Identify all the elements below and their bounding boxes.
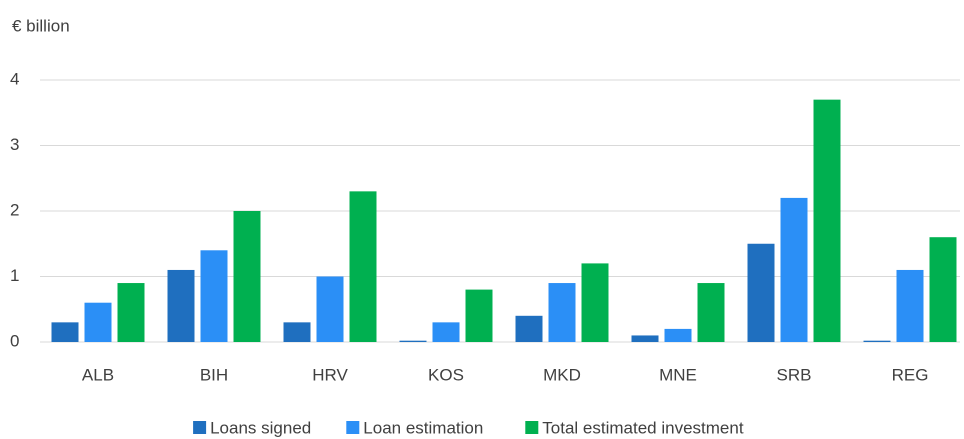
- x-tick-label: BIH: [200, 365, 228, 384]
- legend-swatch: [525, 421, 539, 434]
- bar: [664, 328, 692, 342]
- bar: [465, 289, 493, 342]
- bar: [117, 283, 145, 342]
- bar: [863, 340, 891, 342]
- bar: [84, 302, 112, 342]
- bar: [581, 263, 609, 342]
- y-tick-label: 2: [10, 200, 19, 219]
- bar: [929, 237, 957, 342]
- bar: [200, 250, 228, 342]
- bar: [399, 340, 427, 342]
- bar: [316, 276, 344, 342]
- y-tick-label: 1: [10, 266, 19, 285]
- bar: [167, 269, 195, 342]
- bar: [548, 283, 576, 342]
- y-tick-label: 4: [10, 69, 19, 88]
- bar: [233, 211, 261, 342]
- bar: [51, 322, 79, 342]
- legend-label: Total estimated investment: [542, 418, 744, 437]
- x-tick-label: HRV: [312, 365, 348, 384]
- x-tick-label: MNE: [659, 365, 697, 384]
- y-tick-label: 3: [10, 135, 19, 154]
- legend-label: Loan estimation: [363, 418, 483, 437]
- legend-swatch: [346, 421, 360, 434]
- bar: [813, 99, 841, 343]
- x-tick-label: MKD: [543, 365, 581, 384]
- legend-label: Loans signed: [210, 418, 311, 437]
- bar: [896, 269, 924, 342]
- bar: [283, 322, 311, 342]
- y-tick-label: 0: [10, 331, 19, 350]
- bar: [631, 335, 659, 342]
- bar: [349, 191, 377, 342]
- bar: [432, 322, 460, 342]
- x-tick-label: SRB: [777, 365, 812, 384]
- bar: [515, 315, 543, 342]
- x-tick-label: KOS: [428, 365, 464, 384]
- bar: [697, 283, 725, 342]
- x-tick-label: REG: [892, 365, 929, 384]
- x-tick-label: ALB: [82, 365, 114, 384]
- legend-swatch: [193, 421, 207, 434]
- y-axis-label: € billion: [12, 16, 70, 35]
- bar: [780, 197, 808, 342]
- bar: [747, 243, 775, 342]
